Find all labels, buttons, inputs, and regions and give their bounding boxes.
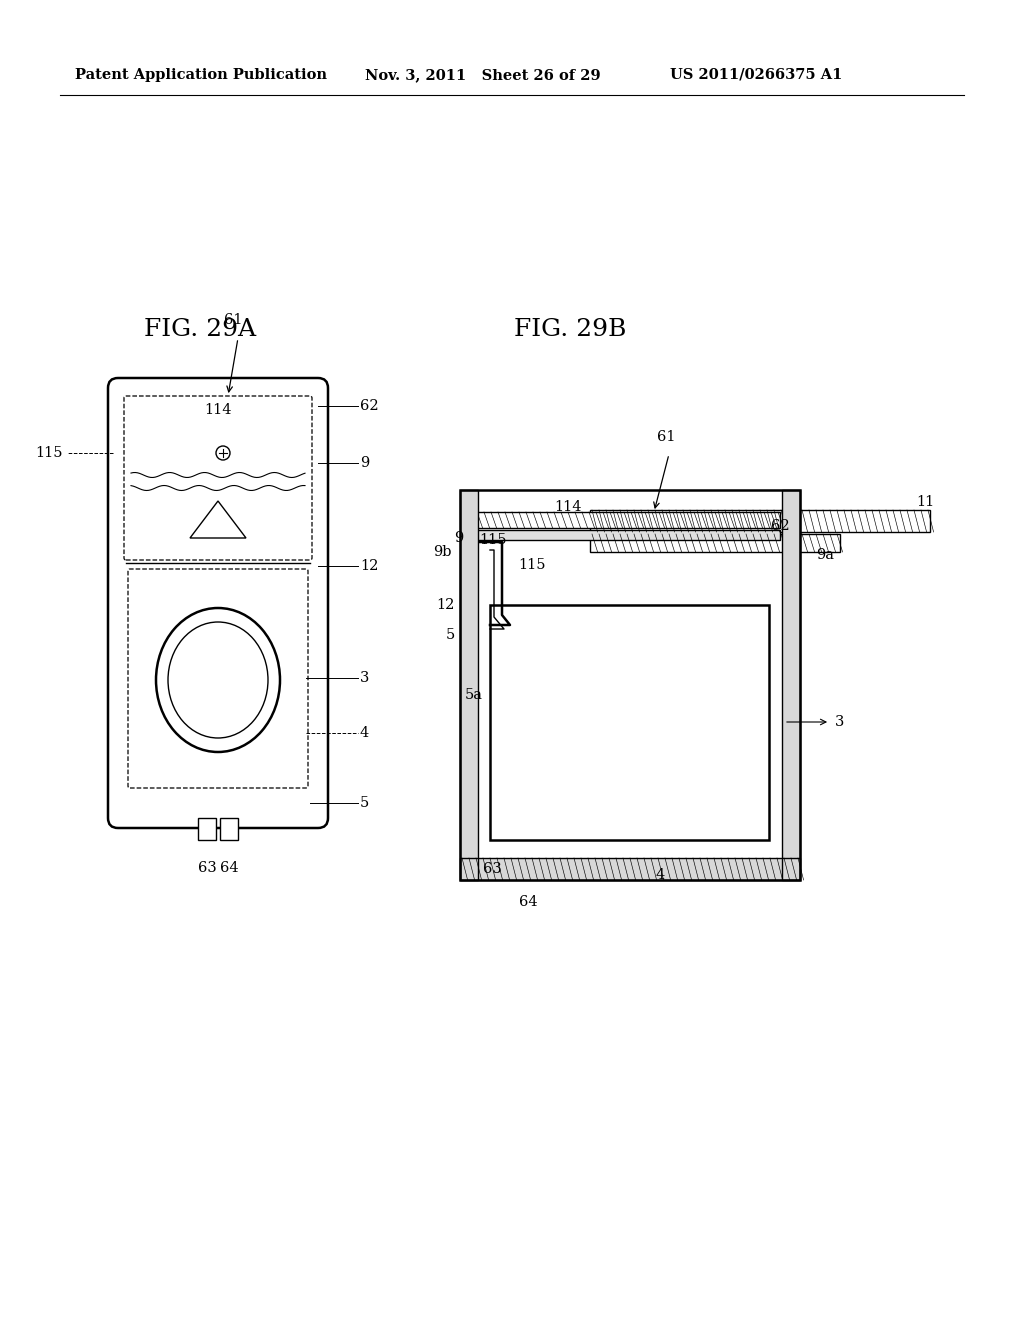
Bar xyxy=(468,512,780,528)
Text: 64: 64 xyxy=(220,861,239,875)
Text: 61: 61 xyxy=(224,313,243,327)
Text: 4: 4 xyxy=(360,726,370,741)
Text: 114: 114 xyxy=(204,403,231,417)
Text: US 2011/0266375 A1: US 2011/0266375 A1 xyxy=(670,69,843,82)
Bar xyxy=(590,510,930,532)
Text: 12: 12 xyxy=(360,558,379,573)
Text: 5a: 5a xyxy=(465,688,483,702)
Text: 63: 63 xyxy=(483,862,502,876)
Text: FIG. 29B: FIG. 29B xyxy=(514,318,627,342)
Text: 9b: 9b xyxy=(433,545,452,558)
Text: 114: 114 xyxy=(554,500,582,513)
Text: Nov. 3, 2011   Sheet 26 of 29: Nov. 3, 2011 Sheet 26 of 29 xyxy=(365,69,601,82)
Bar xyxy=(198,818,216,840)
Text: 63: 63 xyxy=(198,861,216,875)
Text: 4: 4 xyxy=(655,869,665,882)
Text: 5: 5 xyxy=(445,628,455,642)
Text: 64: 64 xyxy=(519,895,538,909)
Text: FIG. 29A: FIG. 29A xyxy=(144,318,256,342)
Text: 11: 11 xyxy=(915,495,934,510)
Text: 9a: 9a xyxy=(816,548,834,562)
Bar xyxy=(460,858,800,880)
Circle shape xyxy=(216,446,230,459)
Bar xyxy=(468,531,780,540)
Text: 61: 61 xyxy=(656,430,675,444)
Text: 115: 115 xyxy=(518,558,546,572)
Text: 9: 9 xyxy=(454,531,463,545)
Text: 9: 9 xyxy=(360,455,370,470)
Bar xyxy=(782,490,800,880)
Text: 12: 12 xyxy=(436,598,455,612)
Bar xyxy=(490,605,769,840)
Text: 3: 3 xyxy=(360,671,370,685)
Text: 5: 5 xyxy=(360,796,370,810)
Bar xyxy=(460,490,478,880)
Bar xyxy=(782,490,800,880)
Bar xyxy=(460,490,478,880)
Text: Patent Application Publication: Patent Application Publication xyxy=(75,69,327,82)
Bar xyxy=(460,858,800,880)
Text: 115: 115 xyxy=(36,446,63,459)
Text: 115: 115 xyxy=(479,533,507,546)
Text: 62: 62 xyxy=(771,519,790,533)
Bar xyxy=(590,535,840,552)
Bar xyxy=(460,490,800,880)
Bar xyxy=(220,818,238,840)
FancyBboxPatch shape xyxy=(108,378,328,828)
Text: 3: 3 xyxy=(835,715,845,729)
Text: 62: 62 xyxy=(360,399,379,413)
